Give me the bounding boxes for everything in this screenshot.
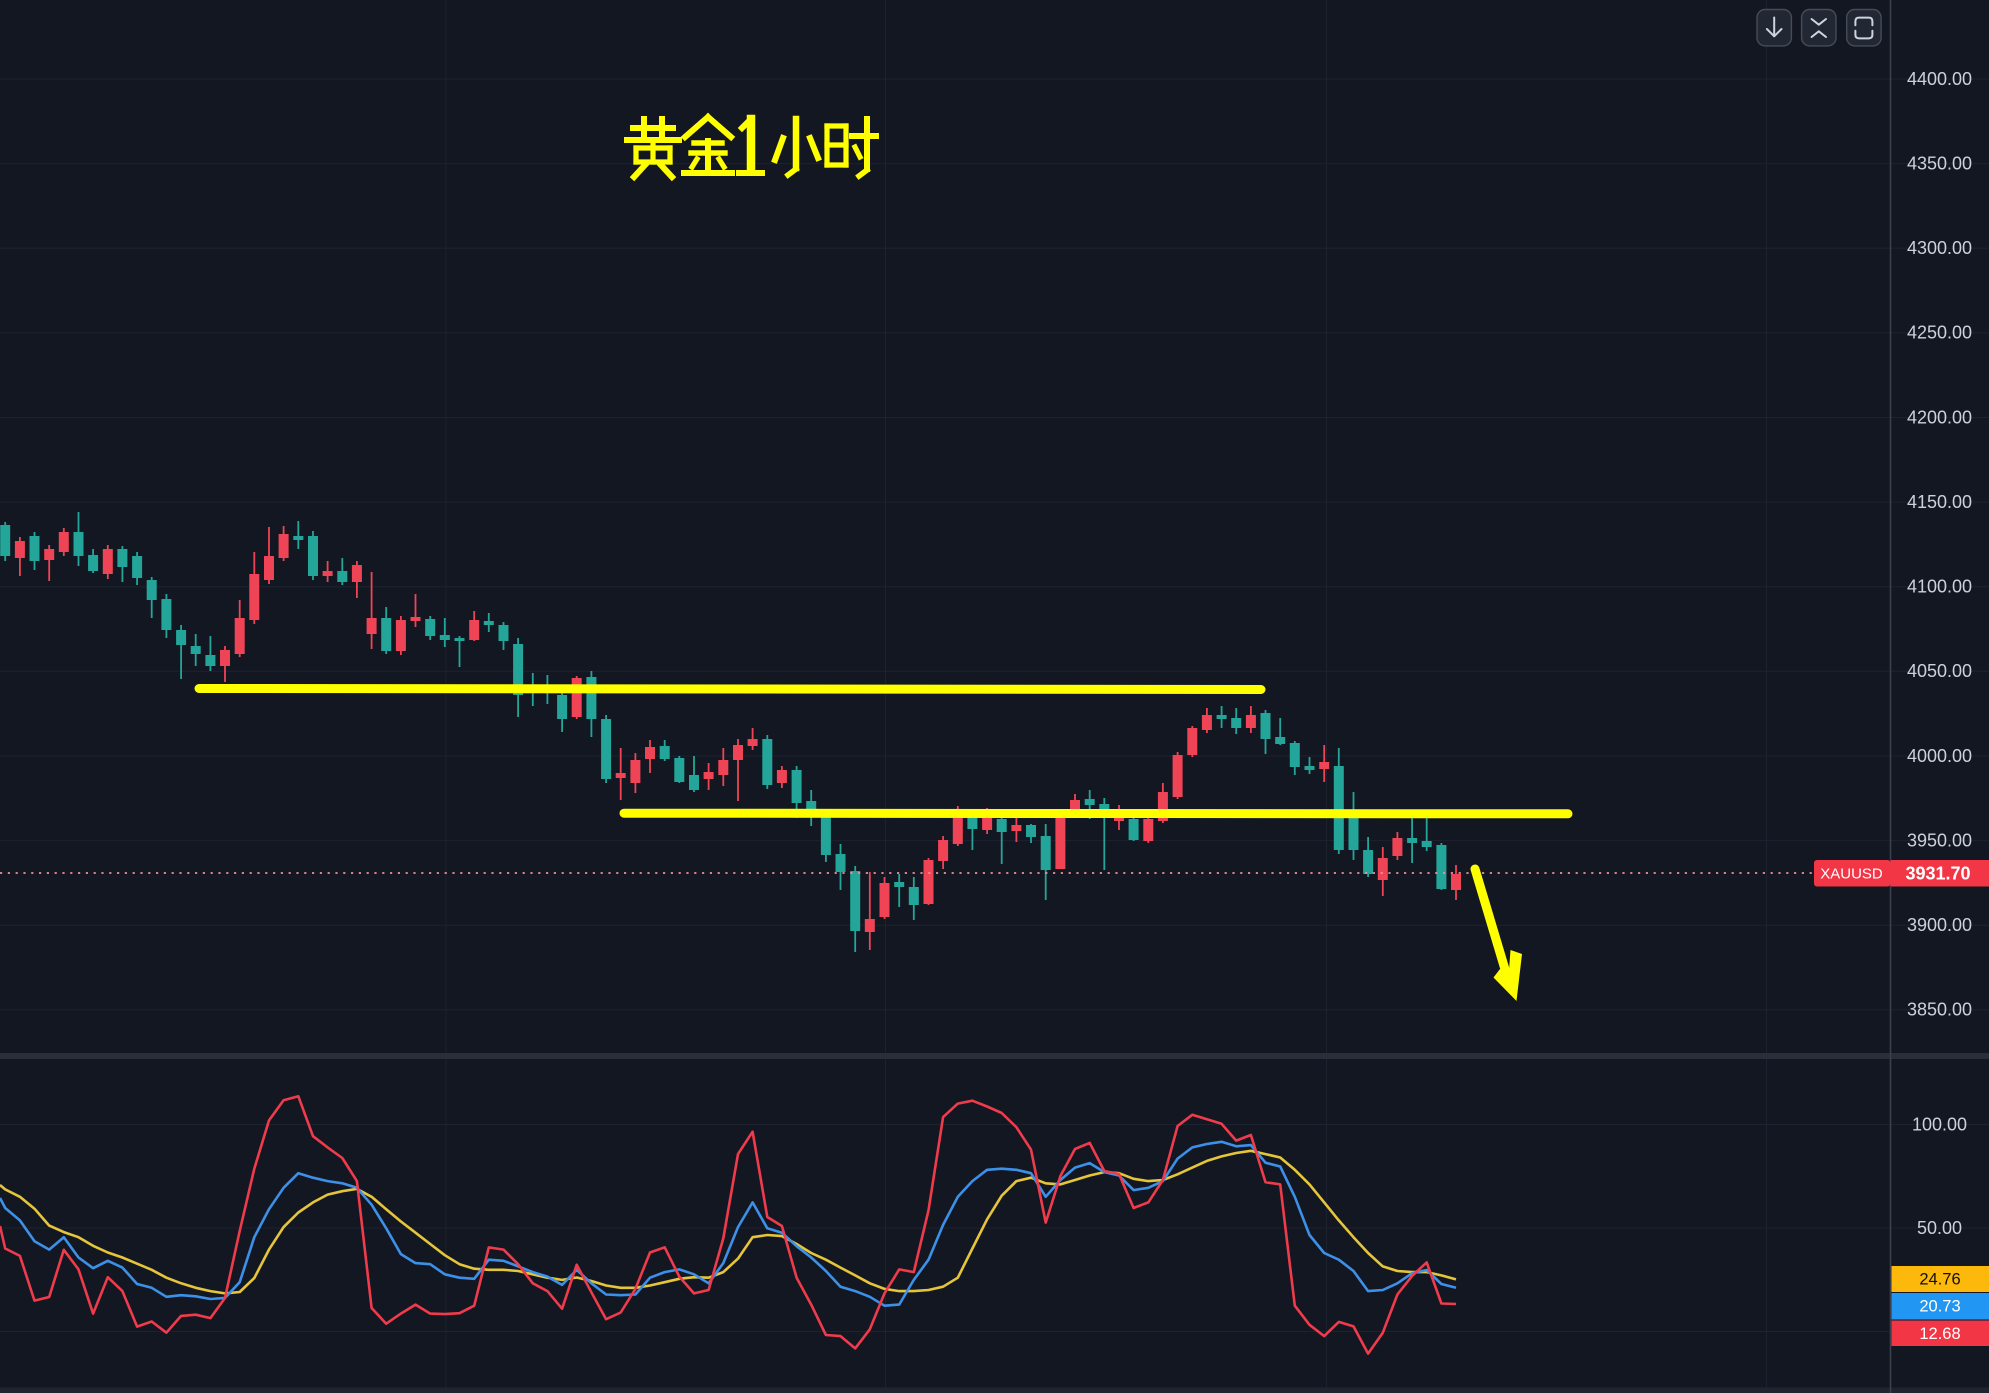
svg-text:4000.00: 4000.00 <box>1907 746 1972 766</box>
svg-text:100.00: 100.00 <box>1912 1114 1967 1134</box>
svg-text:12.68: 12.68 <box>1919 1325 1960 1343</box>
svg-text:4050.00: 4050.00 <box>1907 661 1972 681</box>
svg-text:50.00: 50.00 <box>1917 1218 1962 1238</box>
svg-text:4150.00: 4150.00 <box>1907 492 1972 512</box>
svg-text:4250.00: 4250.00 <box>1907 323 1972 343</box>
svg-text:3950.00: 3950.00 <box>1907 830 1972 850</box>
svg-text:4400.00: 4400.00 <box>1907 69 1972 89</box>
svg-text:24.76: 24.76 <box>1919 1270 1960 1288</box>
svg-text:4200.00: 4200.00 <box>1907 407 1972 427</box>
svg-text:XAUUSD: XAUUSD <box>1820 865 1883 882</box>
svg-text:3850.00: 3850.00 <box>1907 1000 1972 1020</box>
svg-text:20.73: 20.73 <box>1919 1298 1960 1316</box>
svg-text:4350.00: 4350.00 <box>1907 153 1972 173</box>
svg-text:3900.00: 3900.00 <box>1907 915 1972 935</box>
svg-text:4300.00: 4300.00 <box>1907 238 1972 258</box>
svg-text:3931.70: 3931.70 <box>1905 863 1970 883</box>
svg-text:4100.00: 4100.00 <box>1907 576 1972 596</box>
